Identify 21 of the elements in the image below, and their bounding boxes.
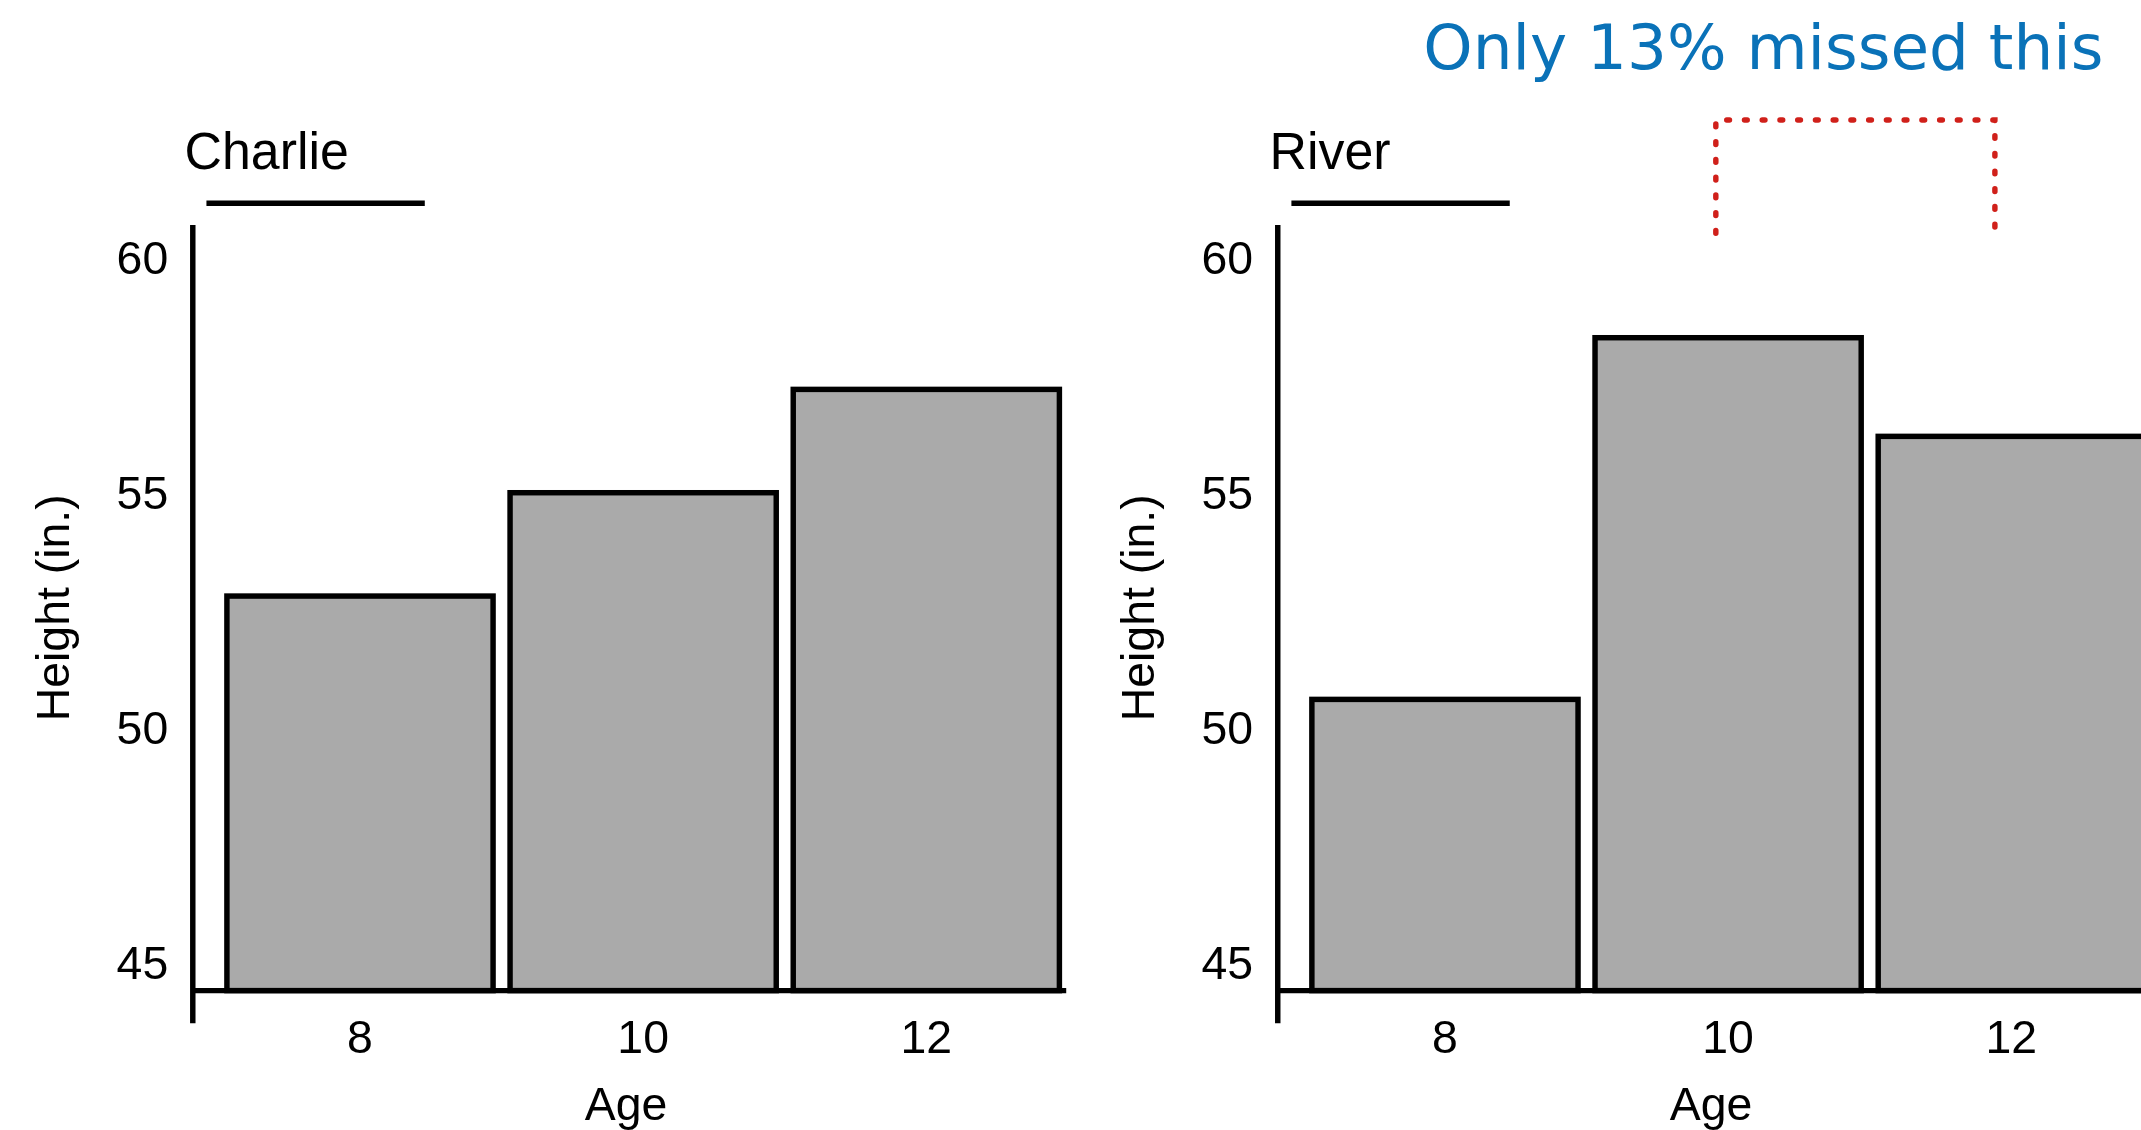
x-tick-label: 10 (617, 1011, 669, 1064)
chart-title: River (1269, 122, 1391, 181)
y-tick-label: 45 (116, 936, 169, 989)
y-axis-title: Height (in.) (26, 494, 79, 722)
x-tick-label: 12 (900, 1011, 953, 1064)
x-axis-title: Age (1669, 1078, 1753, 1130)
y-tick-label: 60 (1201, 232, 1254, 285)
x-tick-label: 10 (1702, 1011, 1754, 1064)
y-tick-label: 55 (116, 466, 169, 519)
x-tick-label: 8 (347, 1011, 373, 1064)
y-tick-label: 55 (1201, 466, 1254, 519)
y-tick-label: 45 (1201, 936, 1254, 989)
x-tick-label: 12 (1985, 1011, 2038, 1064)
chart-title: Charlie (184, 122, 349, 181)
y-tick-label: 50 (1201, 701, 1254, 754)
y-tick-label: 50 (116, 701, 169, 754)
x-tick-label: 8 (1432, 1011, 1458, 1064)
text: Only 13% missed this (1423, 11, 2104, 85)
y-axis-title: Height (in.) (1111, 494, 1164, 722)
y-tick-label: 60 (116, 232, 169, 285)
x-axis-title: Age (584, 1078, 668, 1130)
